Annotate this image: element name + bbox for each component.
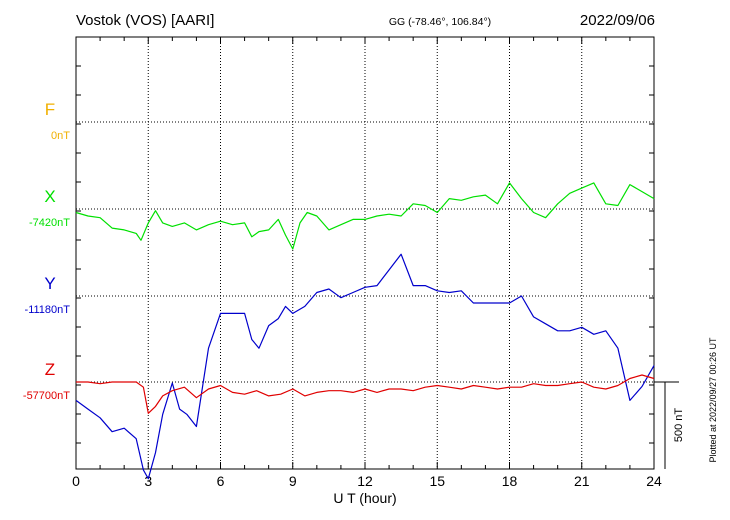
x-tick-label: 0 — [72, 473, 80, 489]
series-f-name: F — [45, 100, 55, 119]
series-x-baseline-label: -7420nT — [29, 217, 70, 229]
grid-lines — [76, 37, 654, 469]
x-tick-label: 9 — [289, 473, 297, 489]
series-lines — [75, 182, 655, 480]
series-y-name: Y — [44, 274, 55, 293]
date-label: 2022/09/06 — [580, 12, 655, 29]
series-f-baseline-label: 0nT — [51, 130, 70, 142]
x-tick-label: 3 — [144, 473, 152, 489]
x-axis-label: U T (hour) — [333, 490, 396, 506]
axis-ticks: 0 3 6 9 12 15 18 21 24 — [72, 37, 662, 489]
x-tick-label: 24 — [646, 473, 662, 489]
x-tick-label: 18 — [502, 473, 518, 489]
series-x-line — [75, 182, 655, 250]
x-tick-label: 6 — [217, 473, 225, 489]
series-z-baseline-label: -57700nT — [23, 390, 70, 402]
station-title: Vostok (VOS) [AARI] — [76, 12, 214, 29]
series-y-line — [75, 253, 655, 480]
series-z-line — [76, 374, 655, 414]
series-labels: F 0nT X -7420nT Y -11180nT Z -57700nT — [23, 100, 70, 402]
plotted-timestamp: Plotted at 2022/09/27 00:26 UT — [708, 337, 718, 463]
series-z-name: Z — [45, 360, 55, 379]
series-y-baseline-label: -11180nT — [25, 304, 71, 316]
series-x-name: X — [44, 187, 55, 206]
x-tick-label: 15 — [429, 473, 445, 489]
scale-bar-label: 500 nT — [673, 408, 685, 443]
x-tick-label: 12 — [357, 473, 373, 489]
coordinates-label: GG (-78.46°, 106.84°) — [389, 16, 491, 28]
x-tick-label: 21 — [574, 473, 590, 489]
